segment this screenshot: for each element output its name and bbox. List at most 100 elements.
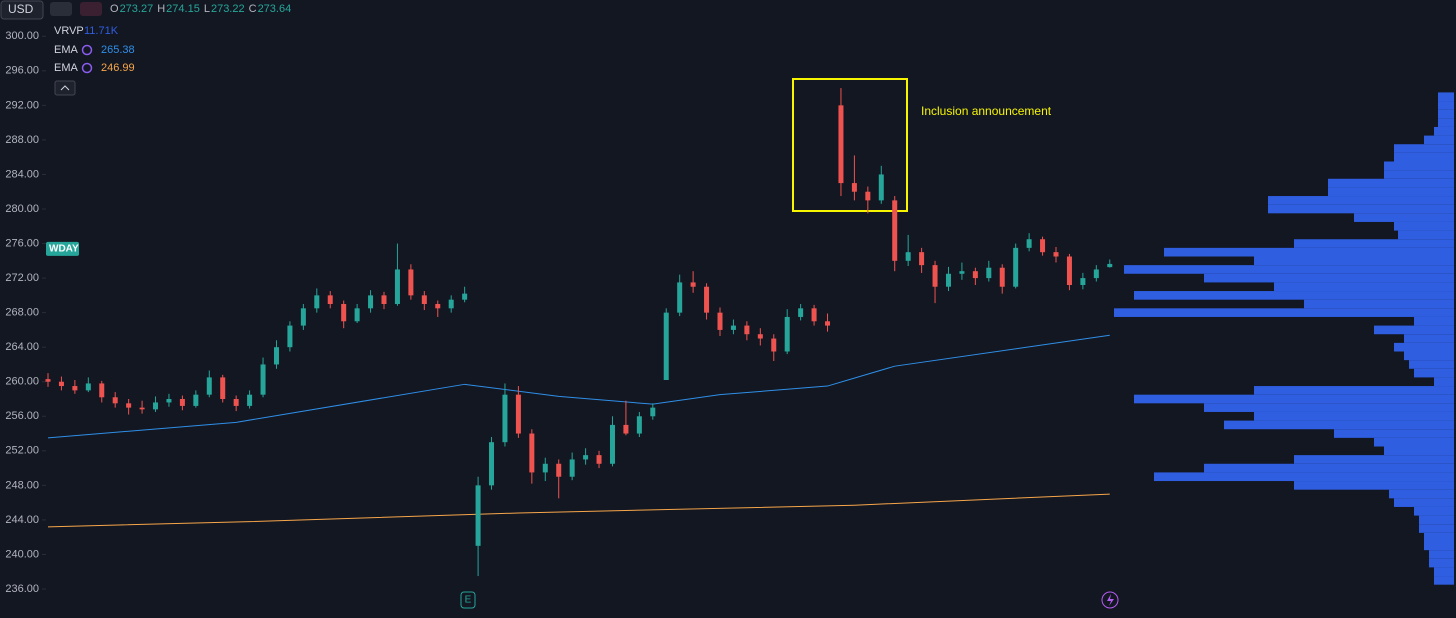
candle-body [341, 304, 347, 322]
ema-line [47, 493, 1110, 528]
volume-bar [1398, 230, 1454, 240]
lightning-icon [1107, 594, 1114, 606]
candle-body [865, 191, 871, 201]
y-tick-label: 264.00 [5, 341, 39, 353]
candle-body [287, 325, 293, 348]
candle-body [919, 252, 925, 266]
candle-body [1013, 247, 1019, 287]
candle-body [300, 308, 306, 326]
y-tick-label: 292.00 [5, 99, 39, 111]
candle-body [112, 397, 118, 404]
y-tick-label: 272.00 [5, 272, 39, 284]
volume-bar [1419, 524, 1454, 533]
volume-bar [1254, 386, 1454, 395]
candle-body [878, 174, 884, 201]
candle-body [1026, 239, 1032, 248]
candle-body [435, 304, 441, 309]
volume-bar [1204, 403, 1454, 412]
y-tick-label: 244.00 [5, 514, 39, 526]
y-tick-label: 240.00 [5, 548, 39, 560]
volume-bar [1328, 187, 1454, 197]
volume-bar [1438, 92, 1454, 102]
ohlc-value: 273.22 [211, 3, 245, 15]
candle-body [798, 308, 804, 317]
volume-bar [1134, 394, 1454, 404]
volume-bar [1328, 178, 1454, 188]
candle-body [448, 299, 454, 309]
volume-bar [1419, 515, 1454, 525]
volume-bar [1224, 420, 1454, 430]
candle-body [717, 312, 723, 330]
volume-bar [1389, 489, 1454, 499]
volume-bar [1374, 437, 1454, 447]
y-tick-label: 248.00 [5, 479, 39, 491]
volume-bar [1414, 316, 1454, 326]
candle-body [542, 463, 548, 473]
legend-value: 246.99 [101, 62, 135, 74]
candle-body [515, 394, 521, 434]
candle-body [636, 416, 642, 434]
volume-bar [1394, 144, 1454, 153]
volume-bar [1268, 196, 1454, 205]
candle-body [179, 399, 185, 406]
y-tick-label: 300.00 [5, 30, 39, 42]
volume-bar [1254, 411, 1454, 421]
lightning-icon[interactable] [1101, 591, 1119, 609]
volume-bar [1384, 161, 1454, 171]
volume-bar [1304, 299, 1454, 309]
ohlc-value: 274.15 [166, 3, 200, 15]
candle-body [1107, 263, 1113, 268]
candle-body [99, 383, 105, 398]
candle-body [623, 424, 629, 434]
candle-body [704, 286, 710, 313]
icon[interactable] [50, 2, 72, 16]
candle-body [663, 312, 669, 380]
event-marker-box[interactable] [460, 591, 476, 609]
candle-body [233, 399, 239, 406]
volume-bar [1424, 532, 1454, 542]
candle-body [757, 334, 763, 339]
volume-bar [1409, 360, 1454, 369]
volume-bar [1268, 204, 1454, 214]
candle-body [139, 407, 145, 410]
candle-body [368, 295, 374, 309]
volume-bar [1404, 351, 1454, 361]
volume-bar [1114, 308, 1454, 317]
candle-body [1066, 256, 1072, 285]
candle-body [72, 386, 78, 391]
volume-bar [1434, 567, 1454, 577]
volume-bar [1154, 472, 1454, 482]
legend-name: VRVP [54, 25, 84, 37]
volume-bar [1394, 152, 1454, 162]
candle-body [273, 347, 279, 365]
volume-bar [1384, 170, 1454, 179]
candle-body [811, 308, 817, 322]
y-tick-label: 280.00 [5, 203, 39, 215]
volume-bar [1354, 213, 1454, 222]
icon[interactable] [80, 2, 102, 16]
candle-body [892, 200, 898, 261]
candle-body [381, 295, 387, 304]
candle-body [85, 383, 91, 391]
candle-body [314, 295, 320, 309]
candle-body [475, 485, 481, 546]
y-tick-label: 260.00 [5, 376, 39, 388]
candle-body [609, 424, 615, 464]
currency-button[interactable] [0, 0, 44, 20]
candle-body [421, 295, 427, 304]
y-tick-label: 268.00 [5, 307, 39, 319]
ohlc-label: H [157, 3, 165, 15]
volume-bar [1434, 126, 1454, 136]
event-marker: E [465, 595, 472, 606]
candle-body [1080, 278, 1086, 285]
candle-body [999, 267, 1005, 287]
candle-body [502, 394, 508, 443]
volume-bar [1424, 135, 1454, 145]
legend: VRVP 11.71K EMA 265.38 EMA 246.99 [54, 25, 135, 74]
candle-body [744, 325, 750, 335]
candle-body [784, 316, 790, 352]
candle-body [260, 364, 266, 395]
volume-bar [1414, 368, 1454, 378]
collapse-button[interactable] [54, 80, 76, 96]
candle-body [354, 308, 360, 322]
